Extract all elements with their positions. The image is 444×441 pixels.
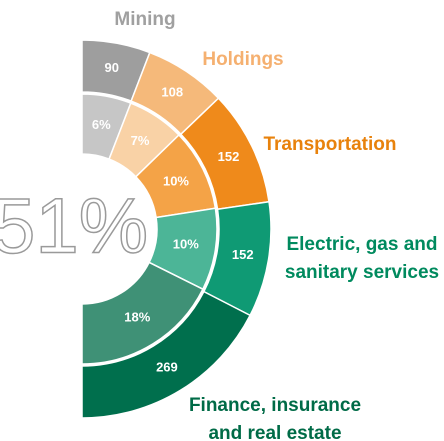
- inner-value-label: 18%: [124, 310, 150, 325]
- inner-value-label: 6%: [92, 117, 111, 132]
- inner-segment: [81, 261, 204, 365]
- category-label: Transportation: [263, 134, 396, 155]
- value-label: 152: [218, 149, 240, 164]
- value-label: 90: [104, 60, 118, 75]
- inner-value-label: 7%: [131, 133, 150, 148]
- inner-value-label: 10%: [163, 174, 189, 189]
- category-label: Mining: [114, 9, 175, 30]
- value-label: 152: [232, 247, 254, 262]
- value-label: 108: [161, 85, 183, 100]
- category-label: Electric, gas and: [286, 234, 437, 255]
- inner-value-label: 10%: [173, 237, 199, 252]
- category-label: and real estate: [208, 423, 341, 441]
- value-label: 269: [156, 360, 178, 375]
- category-label: sanitary services: [285, 262, 439, 283]
- outer-segment: [81, 290, 252, 419]
- category-label: Holdings: [202, 49, 283, 70]
- category-label: Finance, insurance: [189, 395, 361, 416]
- center-label: 51%: [0, 182, 148, 270]
